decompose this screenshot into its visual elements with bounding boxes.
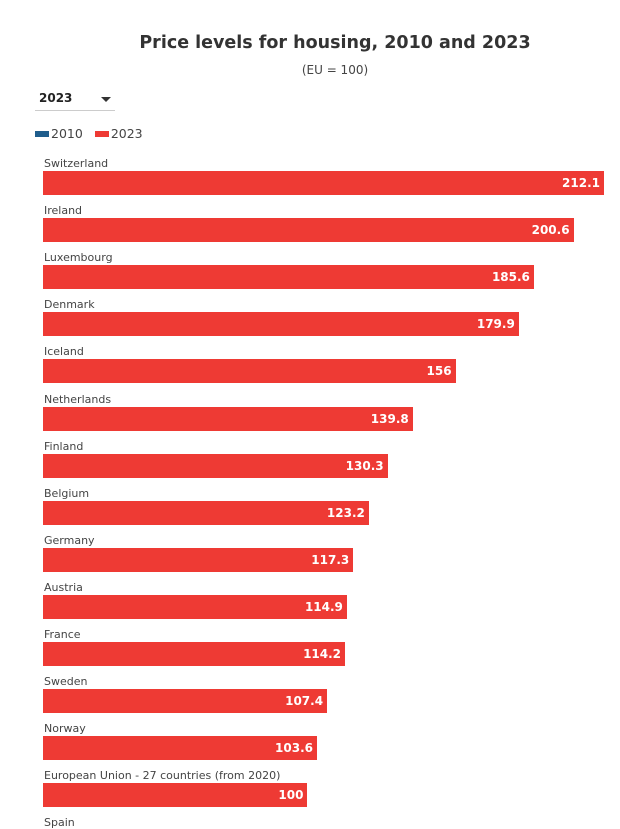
data-label: 200.6 [531, 223, 570, 238]
data-label: 123.2 [326, 505, 365, 520]
data-label: 114.9 [304, 599, 343, 614]
category-label: Spain [44, 816, 75, 829]
data-label: 100 [278, 788, 304, 803]
category-label: France [44, 628, 81, 641]
legend-item-2023[interactable]: 2023 [94, 126, 143, 141]
category-label: Ireland [44, 204, 83, 218]
year-select-value: 2023 [39, 91, 73, 105]
category-label: Belgium [44, 486, 90, 500]
bar[interactable]: 117.3 [43, 547, 354, 572]
category-label: Denmark [44, 298, 95, 312]
bar[interactable]: 114.9 [43, 594, 347, 619]
data-label: 130.3 [345, 458, 384, 473]
bar[interactable]: 130.3 [43, 453, 388, 478]
data-label: 103.6 [275, 741, 314, 756]
category-label: Norway [44, 722, 86, 736]
bar[interactable]: 103.6 [43, 736, 318, 761]
category-label: Iceland [44, 345, 84, 359]
chart-title: Price levels for housing, 2010 and 2023 [139, 33, 531, 53]
bar[interactable]: 123.2 [43, 500, 369, 525]
legend-label-2010: 2010 [51, 126, 83, 141]
data-label: 212.1 [562, 176, 600, 190]
legend-swatch-2010 [35, 130, 49, 137]
category-label: Switzerland [44, 157, 109, 170]
category-label: Sweden [44, 675, 88, 689]
bar[interactable]: 100 [43, 783, 308, 808]
bar[interactable]: 107.4 [43, 689, 328, 714]
data-label: 107.4 [285, 694, 324, 709]
legend-label-2023: 2023 [110, 126, 143, 141]
legend: 2010 2023 [35, 126, 143, 141]
bar[interactable]: 200.6 [43, 218, 574, 243]
chevron-down-icon [101, 97, 111, 102]
data-label: 139.8 [370, 411, 409, 426]
chart-subtitle: (EU = 100) [301, 63, 369, 77]
category-label: European Union - 27 countries (from 2020… [44, 769, 281, 783]
category-label: Austria [44, 580, 83, 594]
legend-swatch-2023 [94, 130, 109, 137]
category-label: Germany [44, 533, 95, 547]
data-label: 156 [426, 364, 452, 379]
bar[interactable]: 139.8 [43, 406, 413, 431]
bar[interactable]: 212.1 [43, 171, 604, 195]
year-select[interactable]: 2023 [35, 88, 115, 111]
bar[interactable]: 156 [43, 359, 456, 384]
bar[interactable]: 179.9 [43, 312, 519, 337]
category-label: Finland [44, 439, 84, 453]
bar[interactable]: 185.6 [43, 265, 534, 290]
data-label: 179.9 [476, 317, 515, 332]
category-label: Netherlands [44, 392, 112, 406]
data-label: 117.3 [311, 552, 350, 567]
data-label: 185.6 [491, 270, 530, 285]
data-label: 114.2 [303, 647, 342, 661]
legend-item-2010[interactable]: 2010 [35, 126, 83, 141]
bar[interactable]: 114.2 [43, 642, 346, 666]
category-label: Luxembourg [44, 251, 113, 265]
